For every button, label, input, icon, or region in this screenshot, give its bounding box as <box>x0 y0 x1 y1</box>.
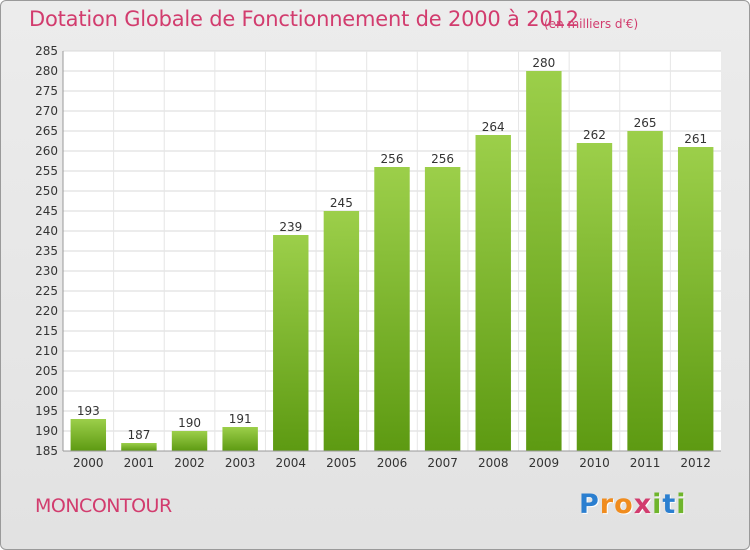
x-tick-label: 2009 <box>529 456 560 470</box>
y-tick-label: 215 <box>35 324 58 338</box>
y-tick-label: 250 <box>35 184 58 198</box>
y-tick-label: 210 <box>35 344 58 358</box>
y-tick-label: 265 <box>35 124 58 138</box>
x-tick-label: 2005 <box>326 456 357 470</box>
bar-2009 <box>526 71 562 451</box>
value-label: 265 <box>634 116 657 130</box>
y-tick-label: 195 <box>35 404 58 418</box>
proxiti-logo: Proxiti <box>579 489 687 520</box>
logo-letter: o <box>614 489 634 520</box>
bar-2010 <box>576 143 613 451</box>
x-tick-label: 2001 <box>124 456 155 470</box>
y-tick-label: 275 <box>35 84 58 98</box>
x-tick-label: 2008 <box>478 456 509 470</box>
bar-2008 <box>475 135 511 451</box>
value-label: 262 <box>583 128 606 142</box>
y-tick-label: 285 <box>35 44 58 58</box>
bar-2011 <box>627 131 663 451</box>
location-name: MONCONTOUR <box>35 495 172 517</box>
bar-2002 <box>171 431 208 451</box>
value-label: 256 <box>431 152 454 166</box>
bar-2000 <box>70 419 107 451</box>
bar-2005 <box>323 211 360 451</box>
x-tick-label: 2000 <box>73 456 104 470</box>
value-label: 191 <box>229 412 252 426</box>
bar-2003 <box>222 427 258 451</box>
x-tick-label: 2011 <box>630 456 661 470</box>
y-tick-label: 255 <box>35 164 58 178</box>
value-label: 245 <box>330 196 353 210</box>
y-tick-label: 270 <box>35 104 58 118</box>
y-tick-label: 245 <box>35 204 58 218</box>
value-label: 187 <box>127 428 150 442</box>
y-tick-label: 220 <box>35 304 58 318</box>
logo-letter: x <box>633 489 653 520</box>
value-label: 256 <box>381 152 404 166</box>
y-tick-label: 190 <box>35 424 58 438</box>
bar-2006 <box>374 167 410 451</box>
x-tick-label: 2004 <box>275 456 306 470</box>
y-tick-label: 200 <box>35 384 58 398</box>
logo-letter: i <box>676 489 687 520</box>
value-label: 239 <box>279 220 302 234</box>
y-tick-label: 205 <box>35 364 58 378</box>
value-label: 190 <box>178 416 201 430</box>
value-label: 261 <box>684 132 707 146</box>
y-tick-label: 260 <box>35 144 58 158</box>
bar-2004 <box>273 235 309 451</box>
logo-letter: i <box>652 489 663 520</box>
bar-2001 <box>121 443 157 451</box>
logo-letter: P <box>579 489 600 520</box>
x-tick-label: 2006 <box>377 456 408 470</box>
value-label: 280 <box>532 56 555 70</box>
x-tick-label: 2012 <box>680 456 711 470</box>
x-tick-label: 2002 <box>174 456 205 470</box>
logo-letter: r <box>599 489 615 520</box>
y-tick-label: 225 <box>35 284 58 298</box>
x-tick-label: 2007 <box>427 456 458 470</box>
y-tick-label: 235 <box>35 244 58 258</box>
chart-subtitle: (en milliers d'€) <box>544 17 639 31</box>
y-tick-label: 185 <box>35 444 58 458</box>
y-tick-label: 240 <box>35 224 58 238</box>
y-tick-label: 230 <box>35 264 58 278</box>
x-tick-label: 2003 <box>225 456 256 470</box>
value-label: 193 <box>77 404 100 418</box>
chart-title: Dotation Globale de Fonctionnement de 20… <box>29 7 579 31</box>
value-label: 264 <box>482 120 505 134</box>
x-tick-label: 2010 <box>579 456 610 470</box>
bar-2007 <box>424 167 461 451</box>
y-tick-label: 280 <box>35 64 58 78</box>
logo-letter: t <box>662 489 677 520</box>
bar-2012 <box>677 147 714 451</box>
